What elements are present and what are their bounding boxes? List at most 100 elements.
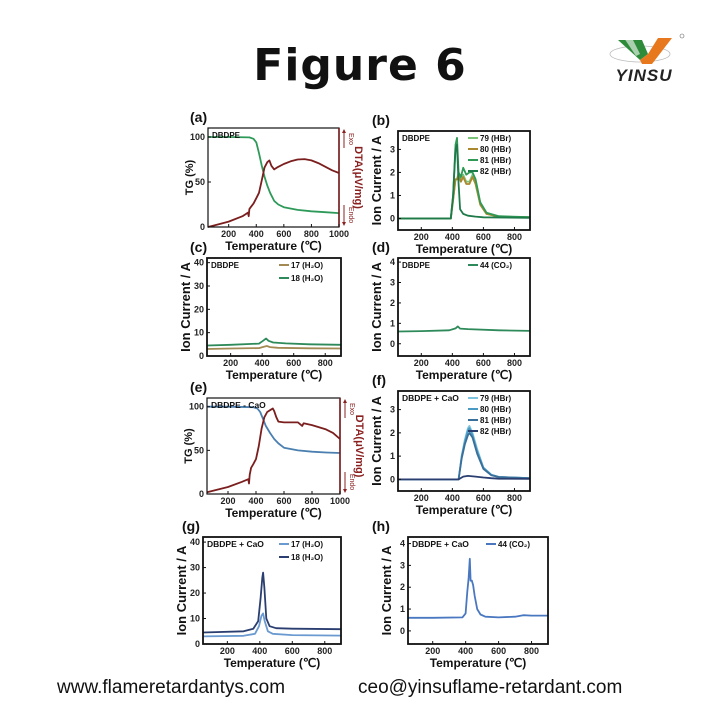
svg-text:0: 0 xyxy=(199,351,204,361)
svg-text:600: 600 xyxy=(476,493,491,503)
svg-text:3: 3 xyxy=(390,144,395,154)
svg-text:20: 20 xyxy=(190,588,200,598)
svg-text:1000: 1000 xyxy=(330,496,350,506)
svg-text:0: 0 xyxy=(199,489,204,499)
svg-text:30: 30 xyxy=(190,563,200,573)
svg-text:50: 50 xyxy=(194,445,204,455)
legend-entry: 17 (H₂O) xyxy=(291,540,323,549)
chart-panel-a: (a) 200 400 600 800 1000 0 50 100 Temperature (℃)… xyxy=(184,109,364,253)
series-line xyxy=(398,474,531,481)
legend-entry: 81 (HBr) xyxy=(480,156,511,165)
x-axis-label: Temperature (℃) xyxy=(430,656,527,670)
svg-text:10: 10 xyxy=(190,614,200,624)
panel-label: (c) xyxy=(190,239,207,255)
legend-entry: 82 (HBr) xyxy=(480,167,511,176)
svg-text:1: 1 xyxy=(400,604,405,614)
legend-entry: 82 (HBr) xyxy=(480,427,511,436)
series-line xyxy=(206,345,342,350)
sample-label: DBDPE xyxy=(212,131,241,140)
y-axis-label: Ion Current / A xyxy=(369,135,384,225)
svg-text:600: 600 xyxy=(286,358,301,368)
panel-label: (g) xyxy=(182,518,200,534)
y-axis-label: Ion Current / A xyxy=(369,261,384,351)
sample-label: DBDPE + CaO xyxy=(402,393,459,403)
svg-text:1000: 1000 xyxy=(329,229,349,239)
svg-text:30: 30 xyxy=(194,281,204,291)
svg-text:400: 400 xyxy=(249,229,264,239)
svg-text:2: 2 xyxy=(400,582,405,592)
svg-text:0: 0 xyxy=(195,639,200,649)
svg-text:800: 800 xyxy=(524,646,539,656)
svg-text:800: 800 xyxy=(507,358,522,368)
svg-text:600: 600 xyxy=(491,646,506,656)
svg-text:600: 600 xyxy=(276,496,291,506)
legend-entry: 79 (HBr) xyxy=(480,134,511,143)
svg-text:400: 400 xyxy=(445,493,460,503)
footer-email[interactable]: ceo@yinsuflame-retardant.com xyxy=(358,677,623,698)
svg-text:40: 40 xyxy=(194,258,204,268)
panel-label: (f) xyxy=(372,372,386,388)
svg-text:Exo: Exo xyxy=(348,403,355,415)
svg-text:400: 400 xyxy=(252,646,267,656)
chart-panel-c: (c) 200 400 600 800 0 10 20 30 40 Temperature (℃) I… xyxy=(178,239,342,382)
panel-label: (h) xyxy=(372,518,390,534)
svg-text:200: 200 xyxy=(425,646,440,656)
sample-label: DBDPE + CaO xyxy=(412,539,469,549)
svg-text:200: 200 xyxy=(414,358,429,368)
series-line xyxy=(207,158,340,228)
svg-text:4: 4 xyxy=(390,257,395,267)
logo-mark-icon xyxy=(609,33,685,64)
svg-text:200: 200 xyxy=(221,229,236,239)
legend-entry: 80 (HBr) xyxy=(480,405,511,414)
y-axis-label: Ion Current / A xyxy=(369,395,384,485)
legend-entry: 79 (HBr) xyxy=(480,394,511,403)
y-axis-label: Ion Current / A xyxy=(178,261,193,351)
chart-panel-g: (g) 200 400 600 800 0 10 20 30 40 Temperature (℃) I… xyxy=(174,518,342,670)
svg-text:800: 800 xyxy=(507,232,522,242)
svg-text:3: 3 xyxy=(390,278,395,288)
svg-text:100: 100 xyxy=(190,132,205,142)
svg-text:0: 0 xyxy=(390,213,395,223)
svg-text:0: 0 xyxy=(400,626,405,636)
svg-text:400: 400 xyxy=(248,496,263,506)
series-line xyxy=(408,557,548,619)
chart-panel-d: (d) 200 400 600 800 0 1 2 3 4 Temperature (℃) Ion C… xyxy=(369,239,531,382)
svg-text:1: 1 xyxy=(390,451,395,461)
x-axis-label: Temperature (℃) xyxy=(225,239,322,253)
footer-website[interactable]: www.flameretardantys.com xyxy=(57,677,286,698)
chart-panel-b: (b) 200 400 600 800 0 1 2 3 Temperature (℃) Ion Cu… xyxy=(369,112,531,256)
svg-text:600: 600 xyxy=(276,229,291,239)
series-line xyxy=(206,407,341,494)
svg-text:1: 1 xyxy=(390,318,395,328)
y-axis-label: TG (%) xyxy=(183,428,195,464)
svg-text:Exo: Exo xyxy=(347,133,354,145)
sample-label: DBDPE - CaO xyxy=(211,400,266,410)
legend-entry: 18 (H₂O) xyxy=(291,553,323,562)
svg-text:400: 400 xyxy=(445,358,460,368)
sample-label: DBDPE xyxy=(402,134,431,143)
svg-text:Endo: Endo xyxy=(348,474,355,490)
svg-text:400: 400 xyxy=(458,646,473,656)
y-axis-label: TG (%) xyxy=(184,159,196,195)
x-axis-label: Temperature (℃) xyxy=(224,656,321,670)
x-axis-label: Temperature (℃) xyxy=(416,368,513,382)
svg-text:1: 1 xyxy=(390,190,395,200)
svg-text:20: 20 xyxy=(194,304,204,314)
svg-text:0: 0 xyxy=(200,222,205,232)
svg-text:200: 200 xyxy=(223,358,238,368)
sample-label: DBDPE xyxy=(211,261,240,270)
svg-text:40: 40 xyxy=(190,537,200,547)
svg-text:200: 200 xyxy=(414,232,429,242)
svg-text:800: 800 xyxy=(304,229,319,239)
svg-text:800: 800 xyxy=(317,646,332,656)
svg-text:Endo: Endo xyxy=(347,207,354,223)
y-axis-label: Ion Current / A xyxy=(379,545,394,635)
sample-label: DBDPE xyxy=(402,261,431,270)
svg-text:800: 800 xyxy=(507,493,522,503)
series-line xyxy=(398,431,531,481)
svg-text:50: 50 xyxy=(195,177,205,187)
y-axis-label: Ion Current / A xyxy=(174,545,189,635)
svg-text:100: 100 xyxy=(189,402,204,412)
legend-entry: 18 (H₂O) xyxy=(291,274,323,283)
